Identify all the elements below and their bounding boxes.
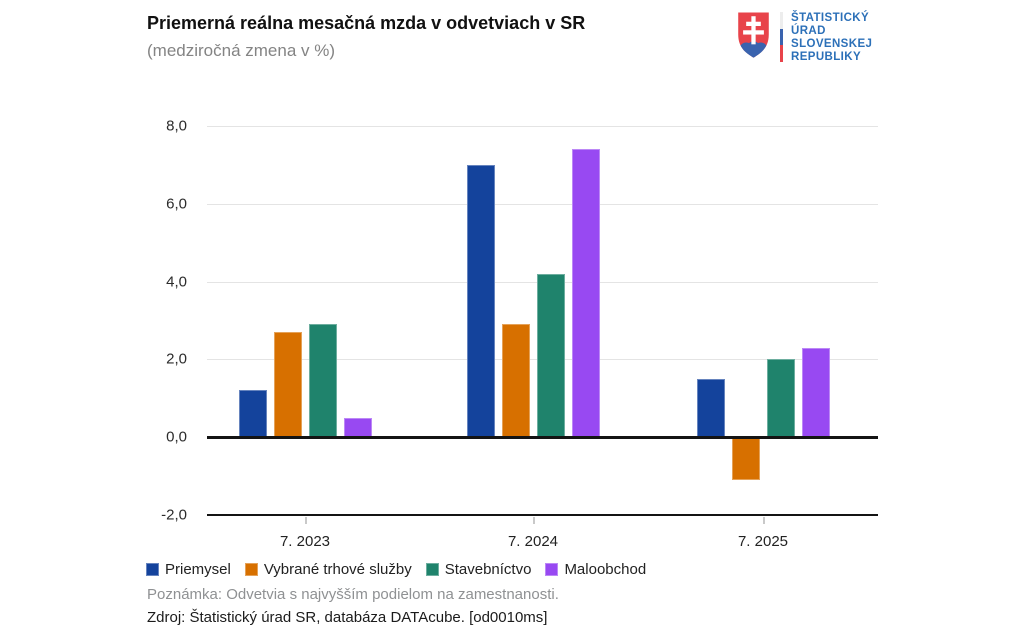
x-tick-label: 7. 2024 bbox=[507, 533, 559, 550]
gridline bbox=[207, 126, 878, 127]
bar-stavebn-ctvo-72024 bbox=[536, 273, 565, 437]
x-tick-mark bbox=[305, 517, 307, 524]
bar-maloobchod-72023 bbox=[343, 417, 372, 437]
statistical-office-logo: ŠTATISTICKÝ ÚRAD SLOVENSKEJ REPUBLIKY bbox=[737, 11, 872, 64]
legend-swatch bbox=[425, 563, 439, 576]
y-tick-label: 8,0 bbox=[166, 117, 187, 135]
chart-note: Poznámka: Odvetvia s najvyšším podielom … bbox=[147, 586, 559, 603]
legend-swatch bbox=[545, 563, 559, 576]
legend-label: Stavebníctvo bbox=[444, 561, 532, 578]
legend-item: Vybrané trhové služby bbox=[244, 561, 412, 578]
x-tick-mark bbox=[763, 517, 765, 524]
bar-vybran-trhov-slu-by-72024 bbox=[501, 324, 530, 437]
chart-title: Priemerná reálna mesačná mzda v odvetvia… bbox=[147, 13, 586, 33]
bar-stavebn-ctvo-72023 bbox=[308, 324, 337, 437]
slovak-coat-of-arms-icon bbox=[738, 12, 769, 58]
divider-red-segment bbox=[780, 45, 783, 63]
chart-subtitle: (medziročná zmena v %) bbox=[147, 41, 336, 60]
legend-item: Maloobchod bbox=[545, 561, 646, 578]
logo-text-line: ŠTATISTICKÝ bbox=[791, 12, 870, 24]
x-tick-mark bbox=[533, 517, 535, 524]
bar-stavebn-ctvo-72025 bbox=[766, 359, 795, 437]
bottom-axis-line bbox=[207, 513, 878, 517]
legend-label: Maloobchod bbox=[564, 561, 647, 578]
x-tick-label: 7. 2023 bbox=[279, 533, 331, 550]
divider-blue-segment bbox=[780, 28, 783, 46]
legend-item: Stavebníctvo bbox=[425, 561, 532, 578]
logo-text: ŠTATISTICKÝ ÚRAD SLOVENSKEJ REPUBLIKY bbox=[791, 11, 872, 64]
zero-axis-line bbox=[207, 436, 878, 439]
logo-text-line: ÚRAD bbox=[791, 25, 826, 37]
gridline bbox=[207, 203, 878, 205]
legend-label: Priemysel bbox=[165, 561, 231, 578]
logo-text-line: SLOVENSKEJ bbox=[791, 38, 873, 50]
bar-maloobchod-72024 bbox=[571, 149, 600, 437]
x-tick-label: 7. 2025 bbox=[737, 533, 789, 550]
legend-swatch bbox=[244, 563, 258, 576]
y-tick-label: 6,0 bbox=[166, 195, 187, 213]
bar-priemysel-72024 bbox=[466, 164, 495, 437]
bar-maloobchod-72025 bbox=[801, 347, 830, 437]
divider-white-segment bbox=[780, 12, 783, 29]
legend-label: Vybrané trhové služby bbox=[263, 561, 412, 578]
bar-vybran-trhov-slu-by-72023 bbox=[273, 332, 302, 437]
chart-legend: Priemysel Vybrané trhové služby Stavebníct… bbox=[146, 561, 660, 578]
logo-tricolor-divider bbox=[780, 12, 783, 63]
y-tick-label: 4,0 bbox=[166, 273, 187, 290]
chart-source: Zdroj: Štatistický úrad SR, databáza DAT… bbox=[147, 609, 548, 626]
bar-priemysel-72023 bbox=[238, 390, 267, 437]
legend-swatch bbox=[146, 563, 159, 576]
bar-vybran-trhov-slu-by-72025 bbox=[731, 437, 760, 480]
y-tick-label: 0,0 bbox=[166, 428, 187, 446]
y-tick-label: -2,0 bbox=[161, 506, 187, 524]
legend-item: Priemysel bbox=[146, 561, 231, 578]
bar-priemysel-72025 bbox=[696, 378, 725, 437]
y-tick-label: 2,0 bbox=[166, 350, 187, 368]
logo-text-line: REPUBLIKY bbox=[791, 51, 862, 63]
